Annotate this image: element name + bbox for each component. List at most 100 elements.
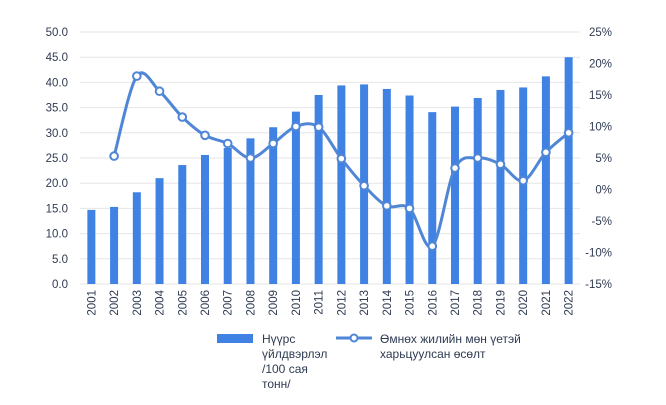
left-tick-label: 50.0 xyxy=(46,27,68,39)
x-tick-label: 2001 xyxy=(86,290,98,316)
x-tick-label: 2013 xyxy=(359,290,371,316)
growth-point-2020 xyxy=(518,175,528,186)
right-tick-label: 10% xyxy=(589,122,612,134)
right-tick-label: 25% xyxy=(589,27,612,39)
growth-point-2007 xyxy=(222,138,233,149)
x-tick-label: 2006 xyxy=(200,290,212,316)
bar-2006 xyxy=(201,154,209,284)
x-tick-label: 2014 xyxy=(382,289,394,315)
growth-point-2015 xyxy=(404,203,415,214)
bar-2017 xyxy=(451,106,459,284)
x-tick-label: 2004 xyxy=(155,289,167,315)
legend-bar-label-line-3: /100 сая xyxy=(262,362,308,376)
bar-2005 xyxy=(178,165,187,284)
x-tick-label: 2008 xyxy=(245,290,257,316)
growth-point-2017 xyxy=(450,163,460,173)
legend-bar-label-line-2: үйлдвэрлэл xyxy=(262,347,327,361)
x-tick-label: 2015 xyxy=(405,290,417,316)
growth-point-2008 xyxy=(245,153,256,163)
left-tick-label: 5.0 xyxy=(52,254,68,266)
left-tick-label: 25.0 xyxy=(46,153,68,165)
bar-2014 xyxy=(382,88,391,285)
x-tick-label: 2021 xyxy=(541,290,553,316)
right-tick-label: -10% xyxy=(585,248,612,260)
legend-bar-label: Нүүрс үйлдвэрлэл /100 сая тонн/ xyxy=(262,332,331,391)
x-tick-label: 2009 xyxy=(268,290,280,316)
bar-2020 xyxy=(519,87,528,284)
right-tick-label: -5% xyxy=(592,216,612,228)
x-tick-label: 2018 xyxy=(473,290,485,316)
right-tick-label: 0% xyxy=(595,185,612,197)
bar-2018 xyxy=(473,98,482,284)
legend-line-label-line-2: харьцуулсан өсөлт xyxy=(380,347,486,361)
growth-point-2005 xyxy=(177,112,188,122)
legend-line-label-line-1: Өмнөх жилийн мөн үетэй xyxy=(380,332,521,346)
bar-2008 xyxy=(246,138,255,284)
x-tick-label: 2007 xyxy=(223,290,235,316)
left-tick-label: 30.0 xyxy=(46,128,68,140)
x-tick-label: 2017 xyxy=(450,290,462,316)
bar-2002 xyxy=(110,206,119,284)
growth-point-2014 xyxy=(382,201,392,211)
growth-point-2021 xyxy=(541,147,551,158)
bar-2015 xyxy=(405,95,414,284)
growth-point-2016 xyxy=(427,241,438,251)
right-tick-label: 20% xyxy=(589,59,612,71)
x-tick-label: 2005 xyxy=(177,290,189,316)
bar-2012 xyxy=(337,85,346,284)
left-tick-label: 40.0 xyxy=(46,77,68,89)
legend-bar-label-line-4: тонн/ xyxy=(262,377,291,391)
legend: Нүүрс үйлдвэрлэл /100 сая тонн/ Өмнөх жи… xyxy=(217,332,524,391)
right-tick-label: 15% xyxy=(589,90,612,102)
bar-2007 xyxy=(223,147,232,284)
bar-2004 xyxy=(155,178,164,284)
left-axis-ticks: 0.0 5.0 10.0 15.0 20.0 25.0 30.0 35.0 40.0 45.0 50… xyxy=(46,27,68,291)
growth-point-2009 xyxy=(268,138,278,149)
x-tick-label: 2016 xyxy=(427,290,439,316)
bar-2019 xyxy=(496,89,505,285)
x-tick-label: 2020 xyxy=(518,290,530,316)
x-tick-label: 2019 xyxy=(495,290,507,316)
left-tick-label: 15.0 xyxy=(46,203,68,215)
bar-2009 xyxy=(269,127,278,284)
left-tick-label: 45.0 xyxy=(46,52,68,64)
growth-point-2018 xyxy=(472,153,483,163)
legend-bar-swatch xyxy=(217,334,253,343)
bar-2021 xyxy=(541,76,550,285)
x-tick-label: 2003 xyxy=(132,290,144,316)
x-tick-label: 2010 xyxy=(291,290,303,316)
left-tick-label: 20.0 xyxy=(46,178,68,190)
left-tick-label: 0.0 xyxy=(52,279,68,291)
bar-2001 xyxy=(87,209,96,284)
x-axis-ticks: 2001 2002 2003 2004 2005 2006 2007 2008 2009 2010… xyxy=(86,289,575,315)
growth-point-2002 xyxy=(109,151,119,161)
bar-2022 xyxy=(564,57,573,285)
bar-2010 xyxy=(291,111,300,285)
growth-point-2006 xyxy=(200,130,210,141)
growth-point-2004 xyxy=(154,86,165,97)
right-axis-ticks: -15% -10% -5% 0% 5% 10% 15% 20% 25% xyxy=(585,27,612,291)
growth-point-2011 xyxy=(313,122,324,132)
right-tick-label: -15% xyxy=(585,279,612,291)
x-tick-label: 2022 xyxy=(564,290,576,316)
bar-2016 xyxy=(428,112,437,284)
legend-line-marker xyxy=(349,333,359,343)
x-tick-label: 2012 xyxy=(336,290,348,316)
growth-point-2022 xyxy=(563,128,574,138)
legend-line-label: Өмнөх жилийн мөн үетэй харьцуулсан өсөлт xyxy=(380,332,524,361)
bar-2011 xyxy=(314,95,323,284)
growth-point-2019 xyxy=(495,159,506,170)
growth-point-2010 xyxy=(291,121,301,132)
left-tick-label: 10.0 xyxy=(46,229,68,241)
growth-point-2012 xyxy=(336,153,347,164)
legend-bar-label-line-1: Нүүрс xyxy=(262,332,295,346)
growth-point-2003 xyxy=(132,71,142,81)
production-bars xyxy=(87,57,573,285)
x-tick-label: 2002 xyxy=(109,290,121,316)
growth-point-2013 xyxy=(359,180,369,191)
left-tick-label: 35.0 xyxy=(46,103,68,115)
right-tick-label: 5% xyxy=(595,153,612,165)
bar-2003 xyxy=(132,192,141,284)
gridlines xyxy=(80,31,580,285)
